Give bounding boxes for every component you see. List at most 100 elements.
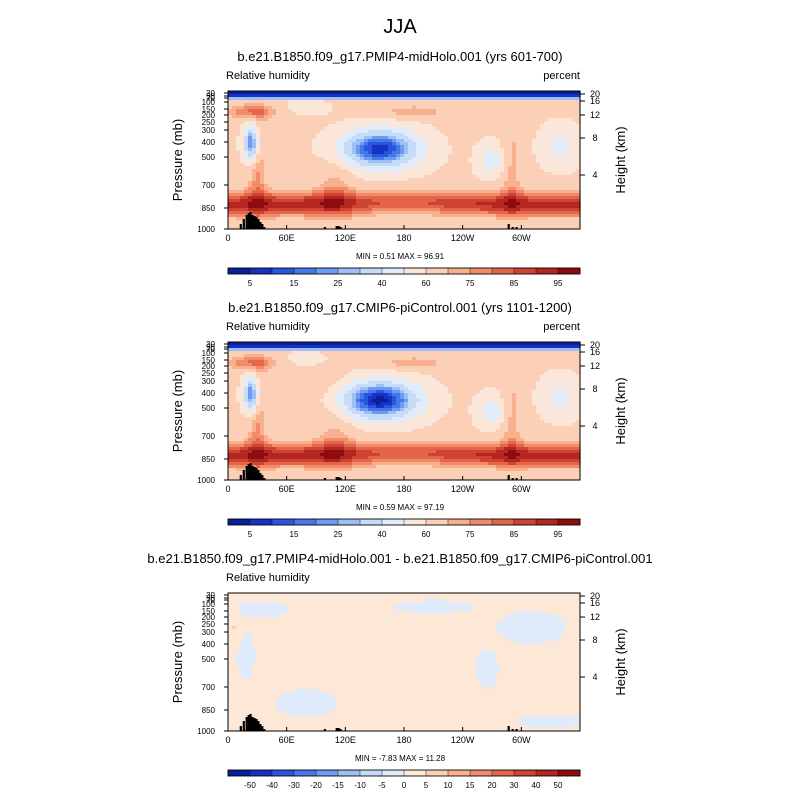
contour-cell: [420, 211, 425, 215]
contour-cell: [264, 202, 269, 206]
contour-cell: [284, 363, 289, 367]
contour-cell: [316, 121, 321, 125]
contour-cell: [328, 157, 333, 161]
contour-cell: [448, 190, 453, 194]
contour-cell: [416, 342, 421, 346]
contour-cell: [340, 220, 345, 224]
contour-cell: [272, 363, 277, 367]
contour-cell: [544, 121, 549, 125]
contour-cell: [552, 91, 557, 95]
contour-cell: [324, 160, 329, 164]
contour-cell: [388, 369, 393, 373]
contour-cell: [424, 145, 429, 149]
contour-cell: [440, 154, 445, 158]
contour-cell: [548, 160, 553, 164]
contour-cell: [288, 169, 293, 173]
terrain-bar: [251, 215, 254, 229]
contour-cell: [552, 172, 557, 176]
contour-cell: [424, 351, 429, 355]
contour-cell: [572, 94, 577, 98]
contour-cell: [572, 172, 577, 176]
contour-cell: [308, 342, 313, 346]
contour-cell: [492, 154, 497, 158]
contour-cell: [336, 142, 341, 146]
contour-cell: [356, 115, 361, 119]
contour-cell: [316, 172, 321, 176]
contour-cell: [412, 91, 417, 95]
contour-cell: [448, 363, 453, 367]
contour-cell: [260, 151, 265, 155]
contour-cell: [428, 139, 433, 143]
contour-cell: [332, 220, 337, 224]
contour-cell: [400, 118, 405, 122]
contour-cell: [352, 106, 357, 110]
contour-cell: [468, 151, 473, 155]
contour-cell: [380, 366, 385, 370]
contour-cell: [348, 154, 353, 158]
contour-cell: [544, 214, 549, 218]
contour-cell: [340, 121, 345, 125]
colorbar-swatch: [359, 267, 383, 275]
colorbar-label: 25: [334, 279, 343, 288]
contour-cell: [252, 157, 257, 161]
contour-cell: [252, 220, 257, 224]
contour-cell: [572, 166, 577, 170]
contour-cell: [540, 205, 545, 209]
contour-cell: [344, 103, 349, 107]
contour-cell: [288, 106, 293, 110]
contour-cell: [272, 145, 277, 149]
contour-cell: [276, 118, 281, 122]
contour-cell: [476, 357, 481, 361]
contour-cell: [288, 118, 293, 122]
contour-cell: [460, 103, 465, 107]
contour-cell: [552, 208, 557, 212]
contour-cell: [476, 220, 481, 224]
contour-cell: [432, 193, 437, 197]
contour-cell: [556, 124, 561, 128]
contour-cell: [536, 97, 541, 101]
contour-cell: [504, 208, 509, 212]
contour-cell: [564, 184, 569, 188]
contour-cell: [268, 151, 273, 155]
contour-cell: [228, 205, 233, 209]
contour-cell: [356, 103, 361, 107]
contour-cell: [228, 187, 233, 191]
contour-cell: [476, 345, 481, 349]
contour-cell: [488, 348, 493, 352]
contour-cell: [264, 133, 269, 137]
contour-cell: [360, 100, 365, 104]
contour-cell: [380, 166, 385, 170]
contour-cell: [292, 369, 297, 373]
contour-cell: [332, 211, 337, 215]
contour-cell: [472, 348, 477, 352]
contour-cell: [456, 142, 461, 146]
contour-cell: [404, 348, 409, 352]
contour-cell: [500, 91, 505, 95]
contour-cell: [420, 357, 425, 361]
contour-cell: [532, 112, 537, 116]
contour-cell: [384, 184, 389, 188]
contour-cell: [452, 133, 457, 137]
contour-cell: [228, 166, 233, 170]
contour-cell: [276, 196, 281, 200]
contour-cell: [492, 342, 497, 346]
contour-cell: [456, 97, 461, 101]
contour-cell: [384, 351, 389, 355]
contour-cell: [360, 133, 365, 137]
contour-cell: [396, 366, 401, 370]
contour-cell: [228, 160, 233, 164]
contour-cell: [292, 196, 297, 200]
contour-cell: [536, 345, 541, 349]
contour-cell: [364, 363, 369, 367]
contour-cell: [268, 94, 273, 98]
contour-cell: [252, 172, 257, 176]
contour-cell: [336, 91, 341, 95]
contour-cell: [340, 193, 345, 197]
contour-cell: [292, 199, 297, 203]
contour-cell: [504, 184, 509, 188]
contour-cell: [560, 157, 565, 161]
contour-cell: [312, 199, 317, 203]
contour-cell: [320, 154, 325, 158]
contour-cell: [468, 175, 473, 179]
contour-cell: [348, 369, 353, 373]
